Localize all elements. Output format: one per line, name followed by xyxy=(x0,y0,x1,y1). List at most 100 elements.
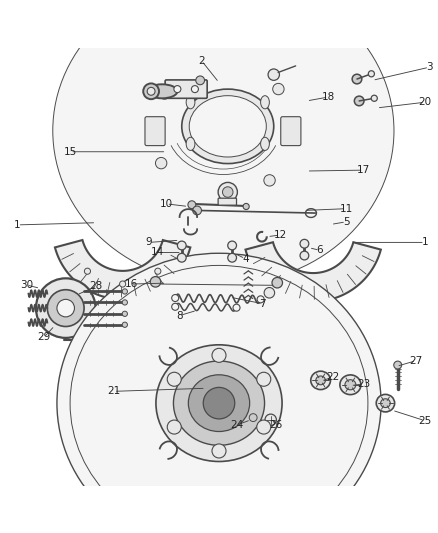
Circle shape xyxy=(57,300,74,317)
Ellipse shape xyxy=(186,96,195,109)
Circle shape xyxy=(300,251,309,260)
Circle shape xyxy=(177,241,186,250)
Circle shape xyxy=(147,87,155,95)
Circle shape xyxy=(257,372,271,386)
Text: 18: 18 xyxy=(322,92,335,102)
Text: 17: 17 xyxy=(357,165,370,175)
Text: 6: 6 xyxy=(316,245,323,255)
Ellipse shape xyxy=(340,375,361,394)
Ellipse shape xyxy=(189,96,266,157)
FancyBboxPatch shape xyxy=(165,80,207,98)
Text: 27: 27 xyxy=(410,356,423,366)
Text: 26: 26 xyxy=(269,420,283,430)
Circle shape xyxy=(85,268,91,274)
Circle shape xyxy=(174,86,181,93)
Circle shape xyxy=(233,304,240,311)
Ellipse shape xyxy=(134,50,313,212)
FancyBboxPatch shape xyxy=(145,117,165,146)
Text: 3: 3 xyxy=(426,62,433,72)
Text: 29: 29 xyxy=(37,333,50,343)
Circle shape xyxy=(172,303,179,310)
Text: 8: 8 xyxy=(176,311,183,320)
FancyBboxPatch shape xyxy=(281,117,301,146)
Circle shape xyxy=(177,253,186,262)
Circle shape xyxy=(120,281,126,287)
Ellipse shape xyxy=(311,371,330,390)
Text: 1: 1 xyxy=(14,220,21,230)
Text: 7: 7 xyxy=(259,298,266,309)
Text: 20: 20 xyxy=(418,97,431,107)
Circle shape xyxy=(172,295,179,302)
Ellipse shape xyxy=(57,253,381,533)
Circle shape xyxy=(155,157,167,169)
Circle shape xyxy=(47,290,84,327)
Ellipse shape xyxy=(53,0,394,285)
Circle shape xyxy=(191,86,198,93)
Circle shape xyxy=(394,361,402,369)
Circle shape xyxy=(264,175,275,186)
Ellipse shape xyxy=(261,138,269,150)
Circle shape xyxy=(228,253,237,262)
Ellipse shape xyxy=(173,361,265,445)
Circle shape xyxy=(122,322,127,327)
Text: 23: 23 xyxy=(357,379,370,389)
Circle shape xyxy=(257,296,264,303)
Circle shape xyxy=(243,204,249,209)
Text: 10: 10 xyxy=(160,199,173,209)
Circle shape xyxy=(300,239,309,248)
Circle shape xyxy=(273,83,284,95)
Circle shape xyxy=(196,76,205,85)
Circle shape xyxy=(203,387,235,419)
Circle shape xyxy=(212,349,226,362)
Ellipse shape xyxy=(70,265,368,533)
Ellipse shape xyxy=(182,89,274,164)
Ellipse shape xyxy=(131,322,307,484)
Circle shape xyxy=(150,277,161,287)
Circle shape xyxy=(354,96,364,106)
Text: 16: 16 xyxy=(125,279,138,289)
Circle shape xyxy=(245,410,261,425)
Text: 14: 14 xyxy=(151,247,164,257)
Circle shape xyxy=(264,287,275,298)
Ellipse shape xyxy=(147,84,177,98)
Circle shape xyxy=(249,414,257,422)
Ellipse shape xyxy=(381,399,390,408)
Circle shape xyxy=(188,201,196,209)
Polygon shape xyxy=(55,240,191,300)
Text: 25: 25 xyxy=(418,416,431,426)
Circle shape xyxy=(122,300,127,305)
Circle shape xyxy=(122,289,127,294)
Text: 21: 21 xyxy=(107,386,120,397)
Ellipse shape xyxy=(156,345,282,462)
Circle shape xyxy=(218,182,237,201)
Circle shape xyxy=(212,444,226,458)
Text: 30: 30 xyxy=(20,280,33,290)
Text: 2: 2 xyxy=(198,55,205,66)
Text: 24: 24 xyxy=(230,420,243,430)
Circle shape xyxy=(265,414,276,425)
Ellipse shape xyxy=(186,138,195,150)
Circle shape xyxy=(371,95,377,101)
Text: 1: 1 xyxy=(421,237,428,247)
Text: 11: 11 xyxy=(339,204,353,214)
Circle shape xyxy=(223,187,233,197)
Circle shape xyxy=(143,84,159,99)
Ellipse shape xyxy=(188,375,250,432)
Text: 4: 4 xyxy=(242,254,249,264)
Text: 5: 5 xyxy=(343,217,350,227)
Ellipse shape xyxy=(261,96,269,109)
Circle shape xyxy=(167,372,181,386)
Circle shape xyxy=(167,420,181,434)
Circle shape xyxy=(368,71,374,77)
Circle shape xyxy=(272,278,283,288)
Circle shape xyxy=(122,311,127,317)
Circle shape xyxy=(257,420,271,434)
Ellipse shape xyxy=(345,379,356,390)
Text: 12: 12 xyxy=(274,230,287,240)
Polygon shape xyxy=(245,242,381,302)
Text: 9: 9 xyxy=(145,237,152,247)
Circle shape xyxy=(155,268,161,274)
Circle shape xyxy=(36,278,95,338)
Circle shape xyxy=(159,88,170,99)
Text: 28: 28 xyxy=(90,281,103,291)
